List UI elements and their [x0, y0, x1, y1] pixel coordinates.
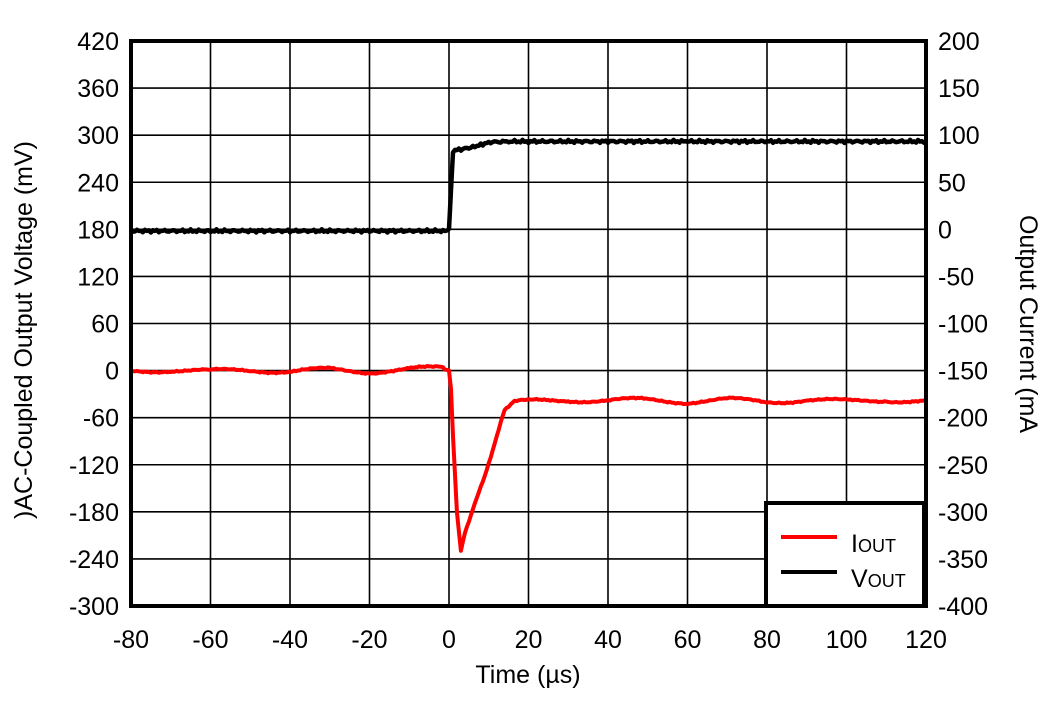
x-tick-label: -80	[113, 626, 149, 654]
y2-tick-label: -300	[938, 499, 988, 527]
y-tick-label: 300	[77, 122, 119, 150]
x-tick-label: 40	[594, 626, 622, 654]
legend-label-iout: IOUT	[851, 530, 896, 558]
x-tick-label: 0	[442, 626, 456, 654]
y2-tick-label: 0	[938, 216, 952, 244]
y2-tick-label: -100	[938, 311, 988, 339]
y2-tick-label: -250	[938, 452, 988, 480]
y-tick-label: 420	[77, 28, 119, 56]
y-tick-label: 360	[77, 75, 119, 103]
x-tick-label: 20	[515, 626, 543, 654]
y2-tick-label: -50	[938, 263, 974, 291]
y-axis-ticks: 420 360 300 240 180 120 60 0 -60 -120 -180 -240 -300	[69, 28, 119, 621]
y-tick-label: 120	[77, 263, 119, 291]
y2-tick-label: 150	[938, 75, 980, 103]
x-tick-label: 60	[674, 626, 702, 654]
y2-tick-label: -150	[938, 358, 988, 386]
legend: IOUT VOUT	[764, 501, 926, 608]
y2-axis-ticks: 200 150 100 50 0 -50 -100 -150 -200 -250 -300 -350 -…	[938, 28, 988, 621]
y-tick-label: 60	[91, 311, 119, 339]
legend-label-vout: VOUT	[851, 565, 906, 593]
y2-tick-label: 50	[938, 169, 966, 197]
y2-axis-title: Output Current (mA	[1014, 215, 1042, 433]
x-tick-label: 100	[826, 626, 868, 654]
x-axis-title: Time (µs)	[475, 661, 580, 689]
plot-frame	[129, 39, 928, 608]
y-tick-label: -240	[69, 546, 119, 574]
x-axis-ticks: -80 -60 -40 -20 0 20 40 60 80 100 120	[113, 626, 947, 654]
x-tick-label: -20	[351, 626, 387, 654]
x-tick-label: 80	[753, 626, 781, 654]
y-tick-label: 240	[77, 169, 119, 197]
y-tick-label: 180	[77, 216, 119, 244]
series-vout	[130, 137, 928, 235]
x-tick-label: -60	[192, 626, 228, 654]
y2-tick-label: -200	[938, 405, 988, 433]
y-tick-label: -120	[69, 452, 119, 480]
legend-box	[764, 501, 926, 608]
y-axis-title: )AC-Coupled Output Voltage (mV)	[10, 141, 38, 519]
grid-lines	[131, 41, 926, 606]
y-tick-label: -300	[69, 593, 119, 621]
x-tick-label: -40	[272, 626, 308, 654]
data-series	[130, 137, 928, 553]
y-tick-label: -60	[83, 405, 119, 433]
y2-tick-label: 200	[938, 28, 980, 56]
x-tick-label: 120	[905, 626, 947, 654]
series-iout	[130, 364, 928, 553]
y-tick-label: -180	[69, 499, 119, 527]
y2-tick-label: -350	[938, 546, 988, 574]
y2-tick-label: -400	[938, 593, 988, 621]
y2-tick-label: 100	[938, 122, 980, 150]
y-tick-label: 0	[105, 358, 119, 386]
